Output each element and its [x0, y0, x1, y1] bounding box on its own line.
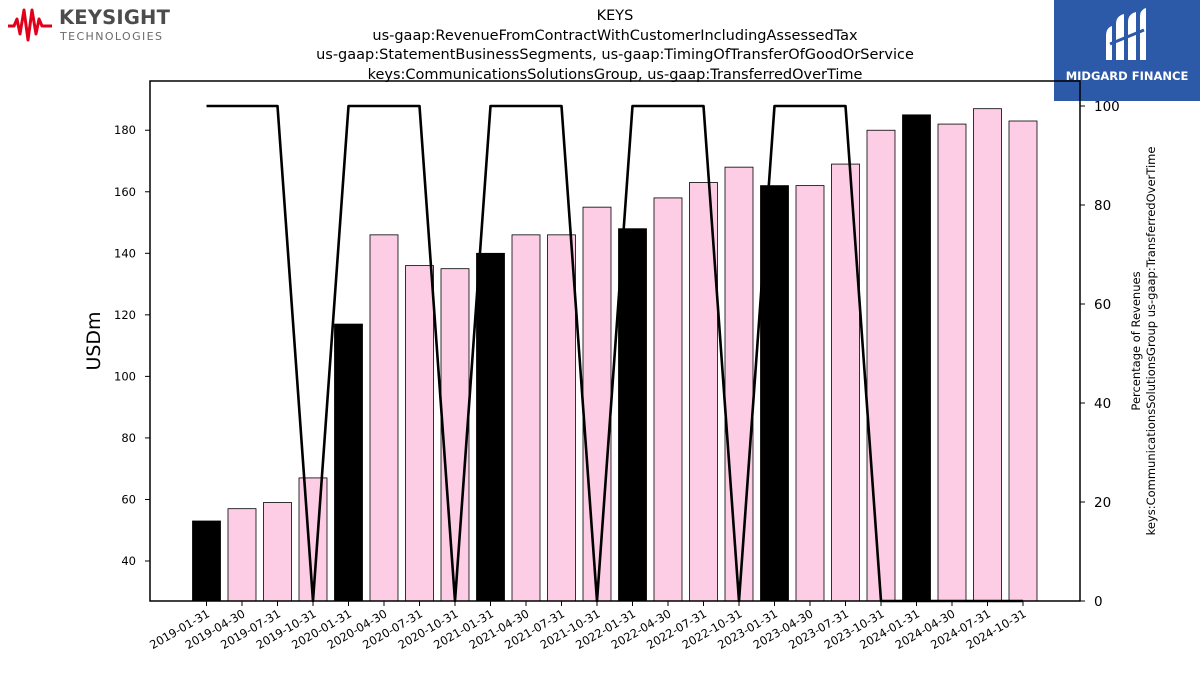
y2-tick-label-60: 60 [1094, 297, 1111, 313]
y-tick-label-80: 80 [121, 431, 136, 445]
midgard-finance-logo: MIDGARD FINANCE [1054, 0, 1200, 101]
bar-2023-04-30 [795, 185, 825, 602]
bar-2022-10-31 [724, 166, 754, 602]
bar-2021-04-30 [511, 234, 541, 602]
keysight-logo-subtitle: TECHNOLOGIES [60, 30, 164, 43]
midgard-emblem-icon [1106, 8, 1146, 60]
title-line-2: us-gaap:RevenueFromContractWithCustomerI… [372, 27, 858, 44]
percentage-line [206, 104, 1023, 603]
bar-2021-01-31 [476, 252, 505, 602]
bar-2023-10-31 [866, 129, 896, 602]
bar-2019-10-31 [298, 477, 328, 602]
bar-2020-10-31 [440, 268, 470, 602]
bar-2024-10-31 [1008, 120, 1038, 602]
axes [149, 80, 1081, 602]
midgard-logo-text: MIDGARD FINANCE [1065, 69, 1189, 83]
y2-tick-label-40: 40 [1094, 396, 1111, 412]
bar-2021-10-31 [582, 206, 612, 602]
keysight-wave-icon [8, 8, 52, 42]
keysight-logo: KEYSIGHT TECHNOLOGIES [6, 4, 176, 46]
bar-2020-07-31 [405, 265, 434, 602]
keysight-logo-name: KEYSIGHT [59, 6, 171, 29]
title-line-1: KEYS [596, 8, 634, 24]
y2-tick-label-100: 100 [1094, 99, 1120, 115]
title-line-4: keys:CommunicationsSolutionsGroup, us-ga… [367, 66, 863, 83]
y2-tick-label-0: 0 [1094, 594, 1103, 610]
y2-tick-label-20: 20 [1094, 495, 1111, 511]
y-tick-label-140: 140 [114, 246, 136, 260]
y-tick-label-40: 40 [121, 554, 136, 568]
y-tick-label-120: 120 [114, 308, 136, 322]
title-line-3: us-gaap:StatementBusinessSegments, us-ga… [316, 47, 914, 63]
bar-2019-07-31 [263, 502, 292, 602]
y-tick-label-60: 60 [121, 492, 136, 506]
bar-2023-01-31 [760, 185, 789, 602]
bar-2022-04-30 [653, 197, 683, 602]
chart-title: KEYS us-gaap:RevenueFromContractWithCust… [265, 7, 965, 85]
y-tick-label-160: 160 [114, 185, 136, 199]
bar-2021-07-31 [547, 234, 576, 602]
bar-2024-01-31 [902, 114, 931, 602]
percentage-line-group [206, 104, 1023, 603]
y2-tick-label-80: 80 [1094, 198, 1111, 214]
bar-2020-04-30 [369, 234, 399, 602]
bar-2022-01-31 [618, 228, 647, 602]
y-tick-label-180: 180 [114, 123, 136, 137]
bar-2024-04-30 [937, 123, 967, 602]
bar-2019-04-30 [227, 508, 257, 602]
bar-2024-07-31 [973, 108, 1002, 602]
y-tick-label-100: 100 [114, 369, 136, 383]
bar-2019-01-31 [192, 520, 221, 602]
bar-2020-01-31 [334, 323, 363, 602]
plot-frame [149, 80, 1081, 602]
